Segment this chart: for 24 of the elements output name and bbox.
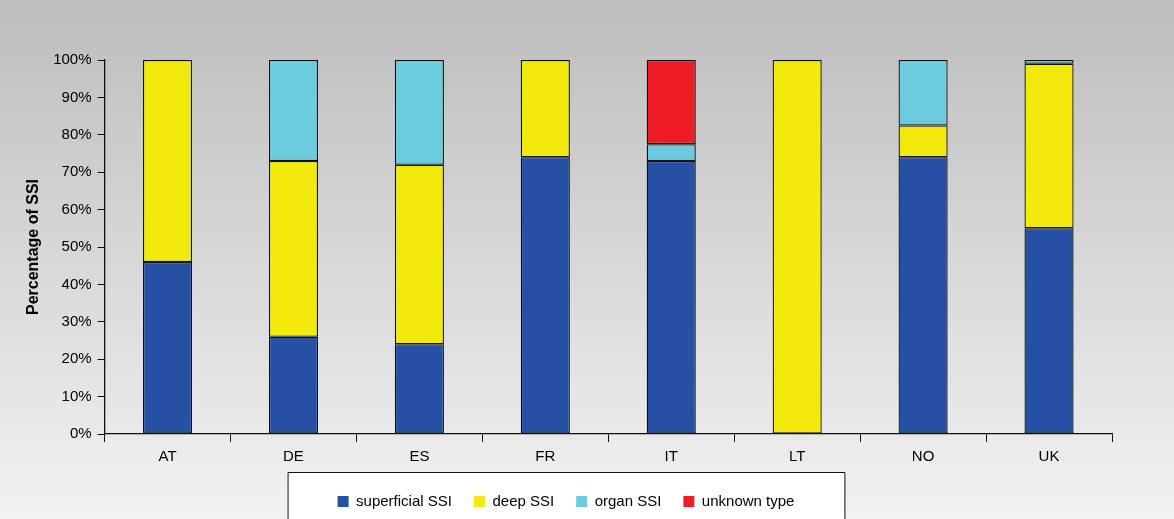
y-tick-label: 50% [61,237,92,255]
y-tick-label: 100% [53,50,92,68]
legend-label: organ SSI [594,491,662,509]
x-tick-label: UK [1038,447,1060,465]
x-tick-label: AT [158,447,177,465]
legend-label: deep SSI [492,491,555,509]
legend-label: superficial SSI [356,491,452,509]
x-tick-label: NO [911,447,935,465]
y-tick-label: 30% [61,311,92,329]
y-tick-label: 70% [61,162,92,180]
x-tick-label: ES [409,447,430,465]
y-tick-label: 80% [61,124,92,142]
y-tick-label: 20% [61,349,92,367]
y-tick-label: 40% [61,274,92,292]
legend-label: unknown type [701,491,795,509]
y-tick-label: 90% [61,87,92,105]
y-axis-title: Percentage of SSI [24,178,42,316]
x-tick-label: DE [283,447,304,465]
y-tick-label: 10% [61,386,92,404]
x-tick-label: FR [535,447,556,465]
y-tick-label: 0% [69,424,92,442]
x-tick-label: LT [788,447,806,465]
x-tick-label: IT [664,447,678,465]
y-tick-label: 60% [61,199,92,217]
